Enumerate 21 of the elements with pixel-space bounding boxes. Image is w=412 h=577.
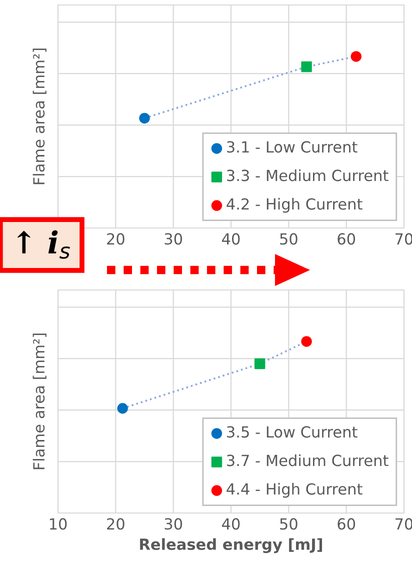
text: ↑ i$_{s}$ xyxy=(18,230,70,259)
x-tick-label: 60 xyxy=(338,233,356,245)
legend-label: 3.7 - Medium Current xyxy=(227,454,388,466)
x-tick-label: 20 xyxy=(107,233,124,245)
x-tick-label: 60 xyxy=(338,518,356,530)
legend-label: 3.1 - Low Current xyxy=(227,141,358,153)
legend-label: 3.3 - Medium Current xyxy=(227,169,388,182)
y-axis-title: Flame area [mm²] xyxy=(32,334,46,470)
x-tick-label: 50 xyxy=(280,518,298,530)
x-tick-label: 30 xyxy=(164,518,182,530)
x-tick-label: 50 xyxy=(280,233,298,245)
x-tick-label: 40 xyxy=(222,233,240,245)
legend-label: 4.2 - High Current xyxy=(226,198,362,213)
x-tick-label: 40 xyxy=(222,518,240,530)
x-tick-label: 30 xyxy=(164,233,182,245)
legend-label: 3.5 - Low Current xyxy=(227,426,358,438)
x-tick-label: 10 xyxy=(50,518,67,530)
x-axis-title: Released energy [mJ] xyxy=(140,538,322,554)
x-tick-label: 20 xyxy=(107,518,124,530)
y-axis-title: Flame area [mm²] xyxy=(32,48,46,184)
legend-label: 4.4 - High Current xyxy=(226,482,362,498)
